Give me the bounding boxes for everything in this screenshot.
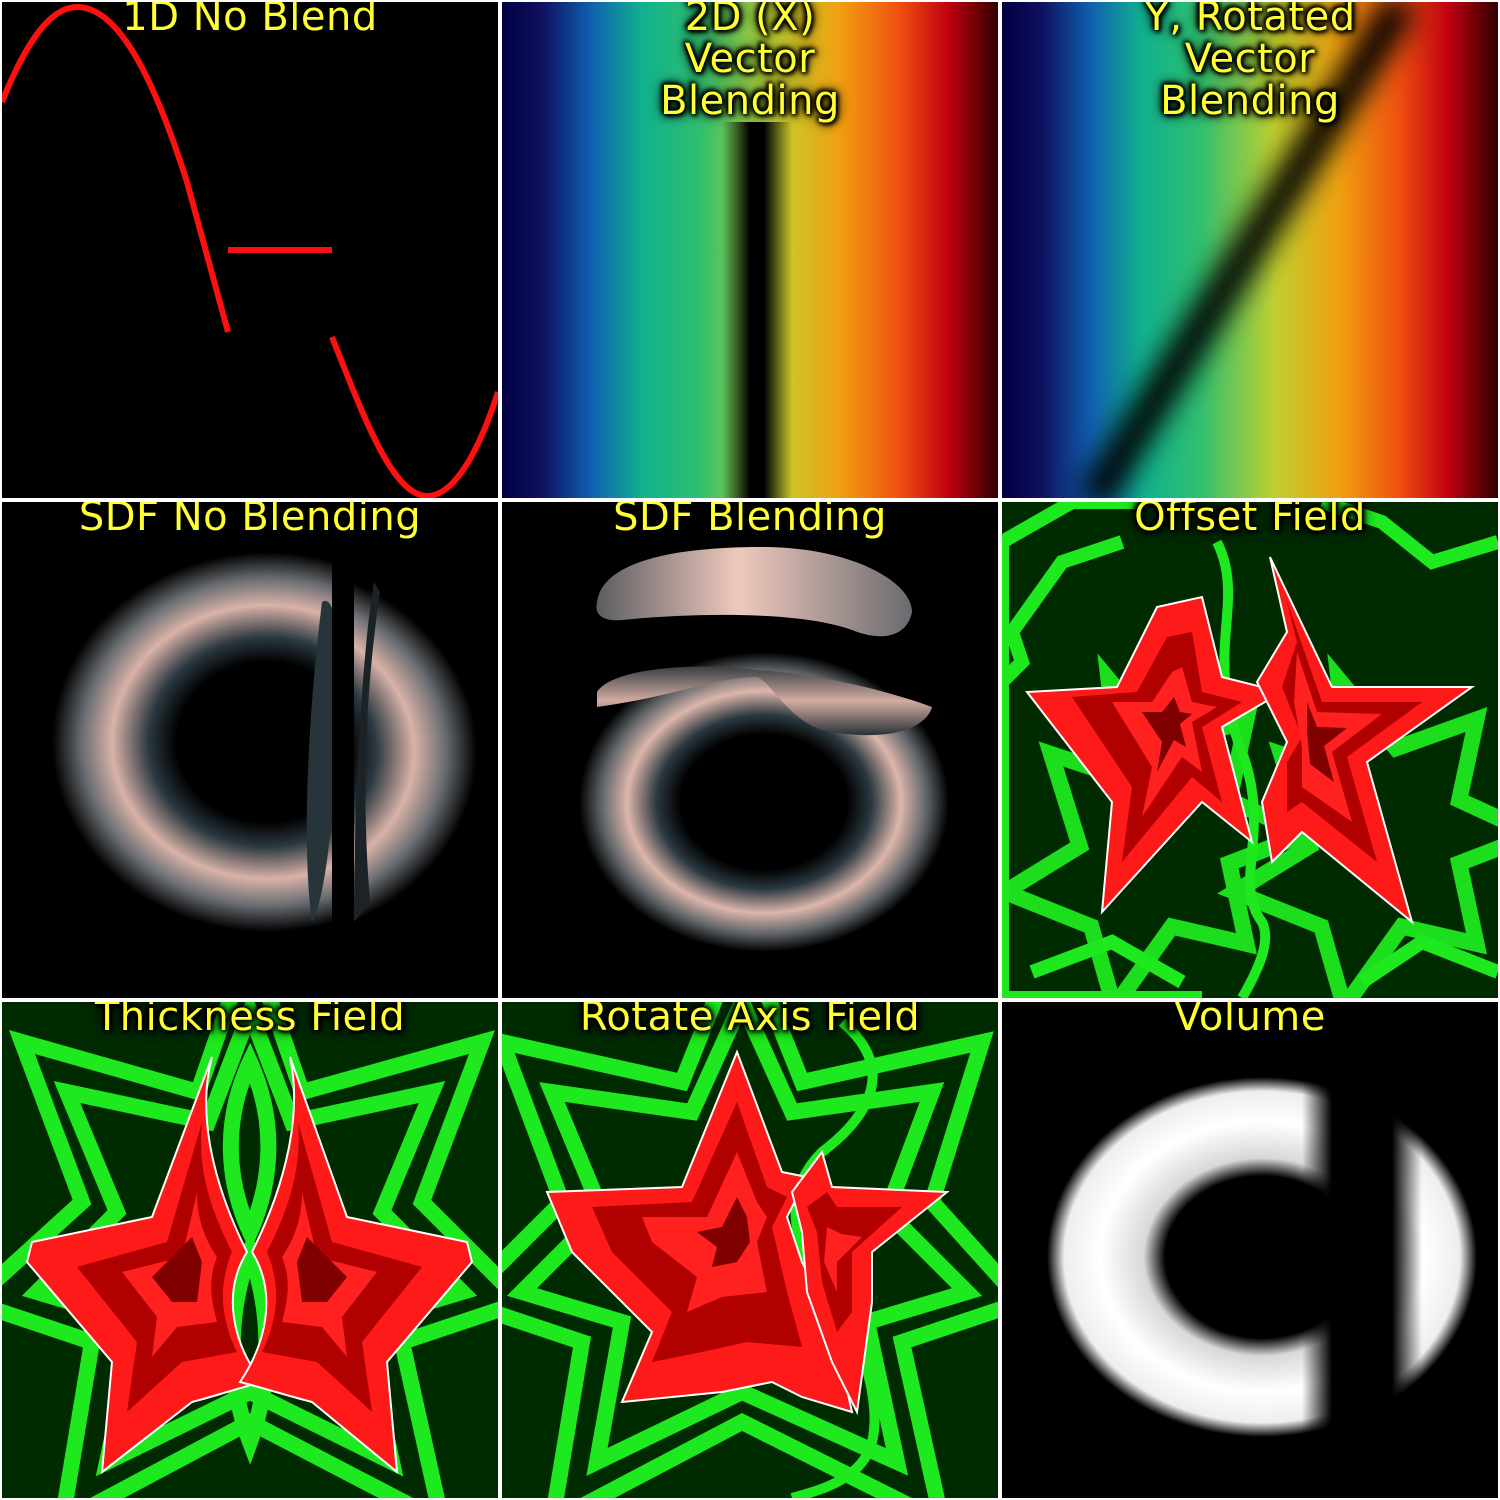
thickness-star-field <box>2 1002 498 1498</box>
panel-1d-no-blend: 1D No Blend <box>2 2 498 498</box>
contour-ring <box>1319 502 1498 570</box>
star-right-part <box>790 1149 950 1416</box>
torus-cut-face <box>306 600 332 922</box>
offset-star-field <box>1002 502 1498 998</box>
panel-thickness-field: Thickness Field <box>2 1002 498 1498</box>
panel-volume: Volume <box>1002 1002 1498 1498</box>
panel-y-rotated-vector-blending: Y, Rotated Vector Blending <box>1002 2 1498 498</box>
volume-gap <box>1302 1062 1422 1462</box>
star-contour-mid <box>506 1002 983 1477</box>
contour-ring <box>1029 934 1186 989</box>
left-star <box>1025 595 1285 915</box>
panel-sdf-blending: SDF Blending <box>502 502 998 998</box>
panel-title: SDF No Blending <box>78 502 422 540</box>
contour-ring <box>1358 934 1498 988</box>
panel-offset-field: Offset Field <box>1002 502 1498 998</box>
sine-curve-left <box>2 3 231 333</box>
rotated-gradient-field <box>1002 2 1498 498</box>
panel-2d-x-vector-blending: 2D (X) Vector Blending <box>502 2 998 498</box>
star-left-part <box>545 1049 854 1414</box>
center-lens-contour-low <box>224 1229 275 1465</box>
blend-seam <box>722 122 792 498</box>
floating-upper-segment <box>596 547 912 637</box>
panel-title: Volume <box>1174 1002 1326 1040</box>
torus-right-cut-face <box>354 582 380 922</box>
blended-torus-render <box>579 547 949 952</box>
sine-curve-right <box>329 335 498 498</box>
panel-sdf-no-blending: SDF No Blending <box>2 502 498 998</box>
rotate-axis-star-field <box>502 1002 998 1498</box>
sine-curve-plot <box>2 3 498 498</box>
torus-render <box>52 552 477 932</box>
star-contour-mid <box>21 1002 478 1477</box>
contour-ring <box>1002 535 1125 687</box>
offset-seam <box>1212 539 1271 998</box>
star-contour-outer <box>502 1002 998 1498</box>
panel-title: 1D No Blend <box>122 2 378 40</box>
diagonal-blend-seam <box>1077 2 1417 498</box>
panel-title: Offset Field <box>1134 502 1366 540</box>
panel-title: SDF Blending <box>613 502 887 540</box>
right-star <box>1255 556 1476 925</box>
torus-right-half <box>354 582 477 922</box>
panel-title: Thickness Field <box>94 1002 406 1040</box>
torus-top-cap <box>597 666 932 736</box>
volume-render <box>1047 1062 1477 1462</box>
panel-title: Rotate Axis Field <box>579 1002 921 1040</box>
panel-title: 2D (X) Vector Blending <box>660 2 840 124</box>
color-gradient-field <box>502 2 998 498</box>
panel-title: Y, Rotated Vector Blending <box>1144 2 1356 124</box>
torus-left-half <box>52 552 332 932</box>
panel-rotate-axis-field: Rotate Axis Field <box>502 1002 998 1498</box>
